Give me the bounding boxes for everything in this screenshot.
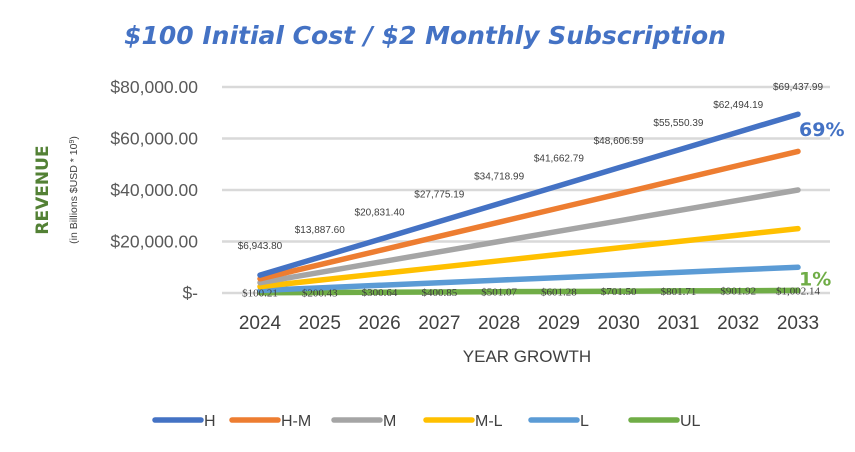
y-tick-label: $40,000.00 xyxy=(110,180,198,200)
data-label-h: $48,606.59 xyxy=(594,136,644,147)
legend-label: H-M xyxy=(281,413,311,430)
x-tick-label: 2032 xyxy=(717,313,759,334)
data-label-h: $27,775.19 xyxy=(414,189,464,200)
data-label-ul: $300.64 xyxy=(362,287,398,299)
y-axis-title: REVENUE xyxy=(33,145,53,234)
x-tick-label: 2033 xyxy=(777,313,819,334)
series-line-m-l xyxy=(257,225,801,290)
data-label-h: $20,831.40 xyxy=(355,207,405,218)
legend-item-m-l: M-L xyxy=(423,413,503,430)
y-tick-label: $60,000.00 xyxy=(110,129,198,149)
y-tick-label: $20,000.00 xyxy=(110,232,198,252)
data-label-h: $6,943.80 xyxy=(238,241,283,252)
data-label-ul: $501.07 xyxy=(481,287,517,299)
data-label-ul: $400.85 xyxy=(421,287,457,299)
series-line-h-m xyxy=(257,148,801,282)
x-tick-label: 2030 xyxy=(598,313,640,334)
data-label-ul: $100.21 xyxy=(242,288,278,300)
series-line-h xyxy=(257,111,801,278)
data-label-ul: $701.50 xyxy=(601,286,637,298)
series-line-l xyxy=(257,264,801,294)
annotations: 69% 1% xyxy=(799,119,844,290)
chart-title: $100 Initial Cost / $2 Monthly Subscript… xyxy=(124,21,726,50)
legend-item-h-m: H-M xyxy=(229,413,311,430)
data-label-h: $13,887.60 xyxy=(295,225,345,236)
x-tick-label: 2026 xyxy=(358,313,400,334)
y-tick-label: $- xyxy=(182,283,198,303)
legend-item-ul: UL xyxy=(628,413,701,430)
data-label-h: $55,550.39 xyxy=(653,118,703,129)
legend-label: L xyxy=(580,413,589,430)
x-tick-label: 2028 xyxy=(478,313,520,334)
legend: H H-M M M-L L UL xyxy=(152,413,701,430)
y-axis-subtitle: (in Billions $USD * 109) xyxy=(68,136,80,244)
data-label-h: $69,437.99 xyxy=(773,82,823,93)
data-label-h: $34,718.99 xyxy=(474,172,524,183)
legend-label: M xyxy=(383,413,396,430)
annotation-ul-percent: 1% xyxy=(799,268,831,290)
x-axis-ticks: 2024 2025 2026 2027 2028 2029 2030 2031 2032 2033 xyxy=(239,313,819,334)
x-tick-label: 2029 xyxy=(538,313,580,334)
gridlines xyxy=(222,85,830,295)
x-axis-title: YEAR GROWTH xyxy=(463,347,591,366)
data-label-ul: $200.43 xyxy=(302,287,338,299)
data-label-ul: $601.28 xyxy=(541,286,577,298)
y-axis-ticks: $- $20,000.00 $40,000.00 $60,000.00 $80,000.… xyxy=(110,77,198,303)
legend-label: H xyxy=(204,413,216,430)
data-label-ul: $901.92 xyxy=(720,286,756,298)
legend-item-l: L xyxy=(528,413,589,430)
legend-item-h: H xyxy=(152,413,216,430)
x-tick-label: 2025 xyxy=(299,313,341,334)
series-lines xyxy=(257,111,801,296)
legend-label: M-L xyxy=(475,413,503,430)
series-line-ul xyxy=(257,287,801,296)
series-line-m xyxy=(257,187,801,286)
data-label-ul: $1,002.14 xyxy=(776,285,821,297)
x-tick-label: 2031 xyxy=(657,313,699,334)
data-labels: $6,943.80 $13,887.60 $20,831.40 $27,775.19 $… xyxy=(238,82,824,300)
data-label-h: $41,662.79 xyxy=(534,154,584,165)
data-label-ul: $801.71 xyxy=(661,286,697,298)
x-tick-label: 2027 xyxy=(418,313,460,334)
y-tick-label: $80,000.00 xyxy=(110,77,198,97)
legend-item-m: M xyxy=(331,413,396,430)
data-label-h: $62,494.19 xyxy=(713,100,763,111)
annotation-h-percent: 69% xyxy=(799,119,844,141)
x-tick-label: 2024 xyxy=(239,313,282,334)
legend-label: UL xyxy=(680,413,701,430)
